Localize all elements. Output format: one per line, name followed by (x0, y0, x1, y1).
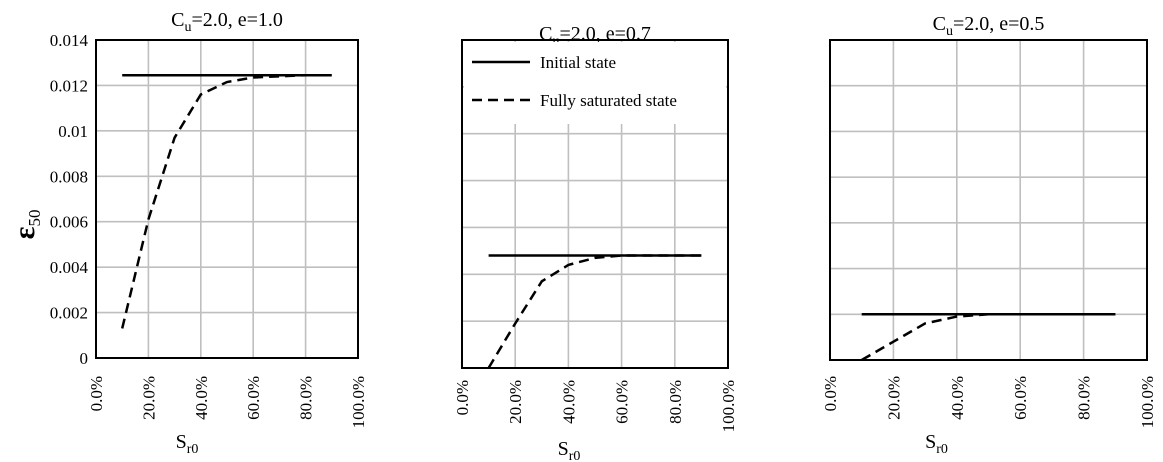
legend: Initial state Fully saturated state (464, 42, 726, 124)
x-tick-label: 80.0% (297, 376, 316, 420)
chart-title: Cu=2.0, e=1.0 (171, 9, 283, 35)
x-axis-label: Sr0 (558, 438, 581, 462)
plot-frame (95, 39, 359, 359)
y-tick-label: 0 (80, 349, 89, 368)
x-tick-label: 100.0% (349, 376, 368, 428)
xlabel-subscript: r0 (936, 442, 948, 457)
title-subscript: u (184, 20, 191, 35)
legend-entry: Initial state (540, 53, 616, 72)
x-tick-label: 20.0% (884, 376, 903, 420)
title-rest: =2.0, e=1.0 (191, 9, 282, 31)
y-tick-label: 0.014 (50, 31, 89, 50)
x-tick-label: 60.0% (244, 376, 263, 420)
plot-frame (461, 39, 729, 369)
series-fully-saturated-line (120, 73, 332, 329)
ylabel-subscript: 50 (25, 210, 44, 227)
y-tick-label: 0.006 (50, 213, 88, 232)
y-tick-label: 0.008 (50, 167, 88, 186)
x-tick-label: 20.0% (506, 380, 525, 424)
x-axis-label: Sr0 (176, 431, 199, 457)
xlabel-base: S (176, 431, 187, 453)
y-axis-label: ε50 (8, 210, 44, 240)
legend-background (464, 42, 726, 124)
x-tick-label: 60.0% (1011, 376, 1030, 420)
xlabel-base: S (925, 431, 936, 453)
x-tick-label: 20.0% (139, 376, 158, 420)
xlabel-subscript: r0 (569, 449, 581, 462)
xlabel-subscript: r0 (187, 442, 199, 457)
title-base: C (539, 23, 552, 45)
y-tick-label: 0.012 (50, 76, 88, 95)
title-base: C (171, 9, 184, 31)
chart-title: Cu=2.0, e=0.7 (539, 23, 651, 49)
title-base: C (933, 13, 946, 35)
title-rest: =2.0, e=0.7 (559, 23, 650, 45)
x-tick-label: 100.0% (719, 380, 738, 432)
x-axis-label: Sr0 (925, 431, 948, 457)
legend-entry: Fully saturated state (540, 91, 677, 110)
x-tick-label: 0.0% (453, 380, 472, 415)
y-tick-label: 0.002 (50, 304, 88, 323)
x-tick-label: 60.0% (613, 380, 632, 424)
series-fully-saturated-line (487, 254, 702, 369)
chart-panel-3: Cu=2.0, e=0.5 0.0% 20.0% 40.0% 60.0% 80.0% 100… (821, 13, 1157, 457)
x-tick-label: 0.0% (87, 376, 106, 411)
x-tick-label: 0.0% (821, 376, 840, 411)
y-tick-label: 0.004 (50, 258, 89, 277)
ylabel-symbol: ε (8, 226, 41, 239)
title-subscript: u (946, 24, 953, 39)
x-tick-label: 80.0% (666, 380, 685, 424)
chart-panel-1: Cu=2.0, e=1.0 0 0.002 0.004 0.006 0.008 0.01 0.… (8, 9, 368, 457)
chart-panel-2: Cu=2.0, e=0.7 0.0% 20.0% 40.0% 60.0% 80.0% 100… (453, 23, 738, 462)
title-subscript: u (552, 34, 559, 49)
y-tick-label: 0.01 (58, 122, 88, 141)
chart-title: Cu=2.0, e=0.5 (933, 13, 1045, 39)
xlabel-base: S (558, 438, 569, 460)
x-tick-label: 100.0% (1138, 376, 1157, 428)
x-tick-label: 40.0% (948, 376, 967, 420)
series-fully-saturated-line (861, 313, 1116, 362)
x-tick-label: 40.0% (192, 376, 211, 420)
x-tick-label: 40.0% (559, 380, 578, 424)
plot-frame (829, 39, 1148, 361)
title-rest: =2.0, e=0.5 (953, 13, 1044, 35)
x-tick-label: 80.0% (1075, 376, 1094, 420)
